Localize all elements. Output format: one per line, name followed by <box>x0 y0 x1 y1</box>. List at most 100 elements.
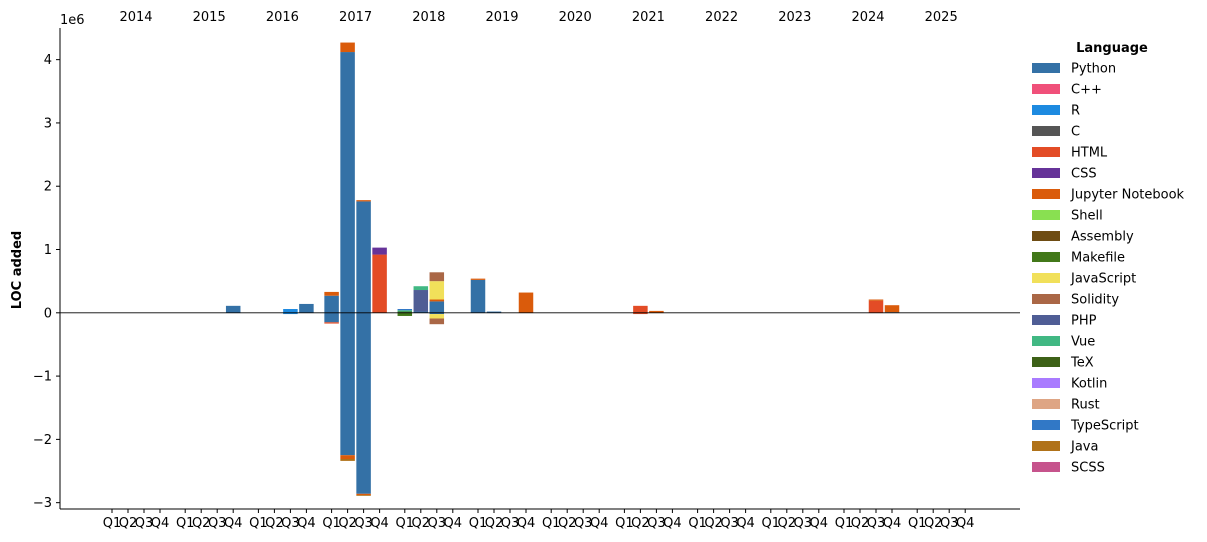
bar-segment <box>429 318 445 325</box>
legend-swatch <box>1032 378 1060 388</box>
bar-segment <box>486 311 502 313</box>
legend-swatch <box>1032 462 1060 472</box>
x-tick-label: Q2 <box>631 516 650 531</box>
x-tick-label: Q4 <box>444 516 463 531</box>
year-label: 2020 <box>559 10 592 25</box>
x-tick-label: Q1 <box>688 516 707 531</box>
x-tick-label: Q3 <box>940 516 959 531</box>
legend-swatch <box>1032 210 1060 220</box>
bar-segment <box>283 312 298 315</box>
bar-segment <box>429 281 445 300</box>
y-multiplier-label: 1e6 <box>60 13 85 28</box>
x-tick-label: Q3 <box>794 516 813 531</box>
bar-segment <box>324 295 339 313</box>
legend-swatch <box>1032 399 1060 409</box>
year-label: 2025 <box>925 10 958 25</box>
x-tick-label: Q4 <box>370 516 389 531</box>
x-tick-label: Q4 <box>151 516 170 531</box>
legend-label: Kotlin <box>1071 377 1107 392</box>
y-axis-label: LOC added <box>10 231 25 309</box>
legend-swatch <box>1032 63 1060 73</box>
x-tick-label: Q4 <box>663 516 682 531</box>
bar-segment <box>397 311 413 313</box>
y-tick-label: 0 <box>44 306 52 321</box>
x-tick-label: Q2 <box>704 516 723 531</box>
bar-segment <box>340 52 355 313</box>
legend-swatch <box>1032 273 1060 283</box>
legend-swatch <box>1032 105 1060 115</box>
legend-title: Language <box>1076 41 1148 56</box>
x-tick-label: Q4 <box>810 516 829 531</box>
bar-segment <box>356 200 371 202</box>
year-label: 2019 <box>485 10 518 25</box>
x-tick-label: Q2 <box>338 516 357 531</box>
legend-label: SCSS <box>1071 461 1105 476</box>
legend-label: Java <box>1070 440 1098 455</box>
x-tick-label: Q2 <box>412 516 431 531</box>
year-label: 2015 <box>193 10 226 25</box>
year-label: 2018 <box>412 10 445 25</box>
x-tick-label: Q3 <box>647 516 666 531</box>
legend-swatch <box>1032 84 1060 94</box>
legend-swatch <box>1032 126 1060 136</box>
x-tick-label: Q2 <box>558 516 577 531</box>
y-tick-label: −2 <box>33 433 52 448</box>
bar-segment <box>397 310 413 312</box>
year-label: 2024 <box>851 10 884 25</box>
x-tick-label: Q1 <box>615 516 634 531</box>
bar-segment <box>884 305 900 313</box>
x-tick-label: Q3 <box>428 516 447 531</box>
bar-segment <box>340 455 355 460</box>
x-tick-label: Q3 <box>867 516 886 531</box>
bar-segment <box>340 42 355 53</box>
x-tick-label: Q2 <box>192 516 211 531</box>
bar-segment <box>413 311 429 313</box>
x-tick-label: Q4 <box>224 516 243 531</box>
legend-swatch <box>1032 315 1060 325</box>
y-tick-label: −1 <box>33 370 52 385</box>
bar-segment <box>324 322 339 324</box>
legend-label: R <box>1071 104 1080 119</box>
bar-segment <box>356 312 371 494</box>
x-tick-label: Q4 <box>517 516 536 531</box>
bar-segment <box>324 312 339 323</box>
bar-segment <box>633 305 648 313</box>
legend-label: TeX <box>1070 356 1094 371</box>
legend-label: JavaScript <box>1070 272 1136 287</box>
legend-label: HTML <box>1071 146 1108 161</box>
year-label: 2014 <box>119 10 152 25</box>
x-tick-label: Q1 <box>542 516 561 531</box>
x-tick-label: Q1 <box>103 516 122 531</box>
legend-swatch <box>1032 168 1060 178</box>
x-tick-label: Q2 <box>924 516 943 531</box>
x-tick-label: Q4 <box>883 516 902 531</box>
x-tick-label: Q3 <box>354 516 373 531</box>
year-label: 2016 <box>266 10 299 25</box>
bar-segment <box>340 312 355 456</box>
bar-segment <box>356 495 371 496</box>
legend-swatch <box>1032 441 1060 451</box>
bar-segment <box>225 305 241 313</box>
bar-segment <box>372 254 387 313</box>
bar-segment <box>283 309 298 313</box>
x-tick-label: Q3 <box>574 516 593 531</box>
legend-label: Makefile <box>1071 251 1125 266</box>
x-tick-label: Q1 <box>249 516 268 531</box>
x-tick-label: Q4 <box>590 516 609 531</box>
legend-label: Solidity <box>1071 293 1119 308</box>
x-tick-label: Q3 <box>501 516 520 531</box>
legend-swatch <box>1032 420 1060 430</box>
legend-label: C <box>1071 125 1080 140</box>
bar-segment <box>429 299 445 302</box>
y-tick-label: 4 <box>44 53 52 68</box>
axes <box>59 28 1020 510</box>
y-tick-label: 3 <box>44 116 52 131</box>
legend-swatch <box>1032 294 1060 304</box>
x-tick-label: Q4 <box>956 516 975 531</box>
year-label: 2021 <box>632 10 665 25</box>
legend-label: C++ <box>1071 83 1102 98</box>
bar-segment <box>470 278 486 280</box>
x-tick-label: Q2 <box>851 516 870 531</box>
legend-swatch <box>1032 336 1060 346</box>
legend-swatch <box>1032 147 1060 157</box>
